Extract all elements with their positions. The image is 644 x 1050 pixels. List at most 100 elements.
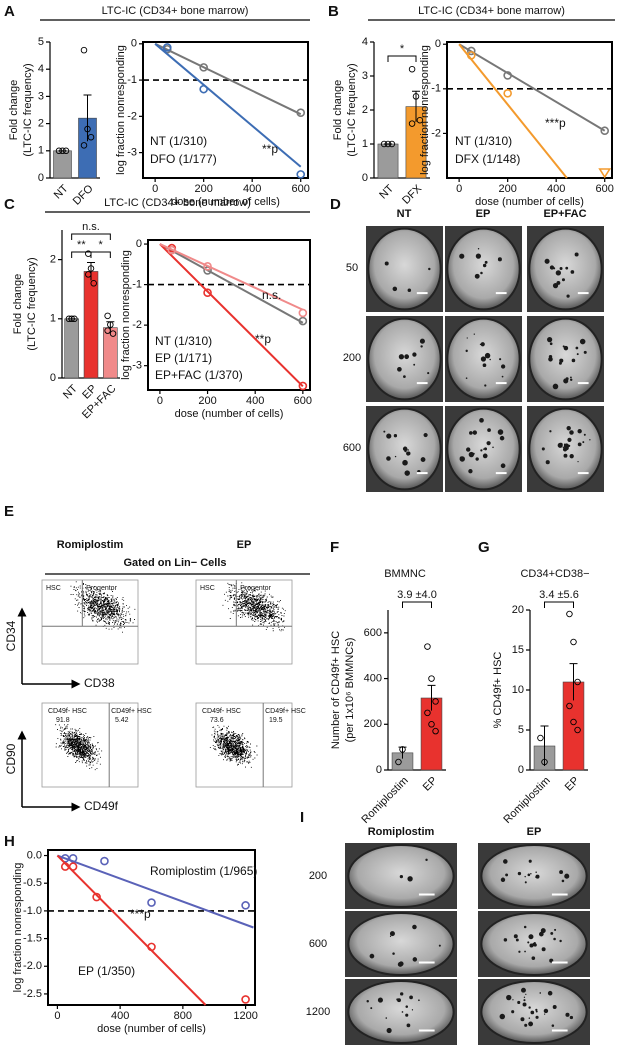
data-point (107, 321, 114, 328)
data-point (380, 140, 388, 148)
significance-label: 3.9 ±4.0 (397, 589, 437, 601)
data-point (68, 315, 75, 323)
legend-label: NT (1/310) (455, 134, 512, 148)
flow-axis-label: CD38 (84, 676, 115, 690)
gate-label: CD49f+ HSC (265, 708, 306, 715)
y-axis-label: Fold change (8, 80, 20, 141)
significance-label: ** (77, 239, 86, 251)
x-tick-label: 600 (294, 395, 312, 407)
legend-label: EP+FAC (1/370) (155, 368, 243, 382)
column-label: EP (476, 208, 491, 220)
gate-value: 5.42 (115, 717, 129, 724)
data-point (241, 995, 250, 1004)
data-point (296, 170, 306, 179)
y-tick-label: 10 (512, 684, 524, 696)
y-tick-label: 3 (362, 70, 368, 82)
panel-letter: D (330, 196, 341, 213)
annotation: **p (255, 332, 271, 346)
x-tick-label: 0 (456, 183, 462, 195)
data-point (90, 280, 97, 287)
fit-line (159, 243, 304, 311)
data-point (80, 142, 88, 149)
fit-line (56, 854, 207, 1006)
y-axis-label: (per 1x10⁶ BMMNCs) (344, 638, 356, 743)
data-point (55, 147, 63, 155)
significance-bracket (387, 55, 417, 62)
chart-title: BMMNC (384, 568, 426, 580)
y-tick-label: 0 (362, 172, 368, 184)
data-point (104, 327, 111, 334)
flow-events (70, 581, 136, 633)
significance-label: * (400, 43, 405, 55)
bar (83, 271, 99, 379)
gate-label: CD49f- HSC (202, 708, 241, 715)
y-tick-label: 600 (364, 627, 382, 639)
data-point (298, 308, 308, 318)
flow-axis-label: CD34 (4, 620, 18, 651)
fit-line (458, 43, 606, 132)
fit-line (159, 243, 304, 324)
well-image (528, 227, 603, 311)
legend-label: EP (1/171) (155, 351, 212, 365)
legend-label: NT (1/310) (150, 134, 207, 148)
flow-plot (195, 702, 293, 788)
x-tick-label: EP (563, 775, 582, 794)
y-tick-label: 15 (512, 644, 524, 656)
gate-line (196, 580, 292, 627)
data-point (428, 675, 435, 682)
y-tick-label: 1 (38, 145, 44, 157)
error-bar (83, 94, 92, 142)
data-point (87, 265, 95, 272)
y-tick-label: -2 (127, 110, 137, 122)
x-tick-label: 400 (547, 183, 565, 195)
flow-events (222, 582, 286, 632)
data-point (408, 120, 416, 127)
data-point (566, 702, 573, 710)
gate-value: 73.6 (210, 717, 224, 724)
censored-point (598, 168, 612, 179)
bar (377, 143, 399, 179)
y-tick-label: -3 (132, 360, 142, 372)
y-axis-label: Number of CD49f+ HSC (330, 631, 342, 749)
gate-line (42, 580, 138, 627)
flow-plot (41, 702, 139, 788)
x-tick-label: 600 (292, 183, 310, 195)
y-axis-label: log fraction nonresponding (12, 863, 24, 993)
y-tick-label: 20 (512, 604, 524, 616)
flow-axis-label: CD49f (84, 799, 119, 813)
well-image (367, 317, 442, 401)
plot-frame (147, 239, 311, 391)
gate-label: HSC (46, 585, 61, 592)
plot-frame (142, 41, 309, 179)
row-label: 600 (343, 442, 361, 454)
x-axis-label: dose (number of cells) (171, 196, 280, 208)
data-point (87, 133, 95, 141)
data-point (100, 856, 109, 866)
x-tick-label: Romiplostim (359, 775, 410, 826)
well-image (480, 843, 588, 909)
y-tick-label: 400 (364, 672, 382, 684)
row-label: 200 (343, 352, 361, 364)
y-tick-label: -1 (431, 83, 441, 95)
data-point (428, 721, 435, 728)
fit-line (154, 43, 302, 168)
x-tick-label: 1200 (233, 1010, 257, 1022)
colonies (500, 859, 570, 884)
column-label: Romiplostim (57, 539, 124, 551)
x-tick-label: 800 (174, 1010, 192, 1022)
data-point (85, 271, 92, 278)
y-tick-label: -1.0 (23, 905, 42, 917)
y-tick-label: -2.0 (23, 960, 42, 972)
panel-header: LTC-IC (CD34+ bone marrow) (102, 5, 249, 17)
bar (64, 318, 79, 379)
fit-line (159, 243, 304, 388)
well-image (528, 317, 603, 401)
legend-label: Romiplostim (1/965) (150, 864, 257, 878)
significance-label: n.s. (82, 221, 100, 233)
y-axis-label: (LTC-IC frequency) (26, 257, 38, 350)
data-point (59, 147, 66, 155)
well-image (446, 227, 521, 311)
colonies (547, 336, 587, 390)
flow-plot (195, 579, 293, 665)
x-tick-label: 0 (152, 183, 158, 195)
